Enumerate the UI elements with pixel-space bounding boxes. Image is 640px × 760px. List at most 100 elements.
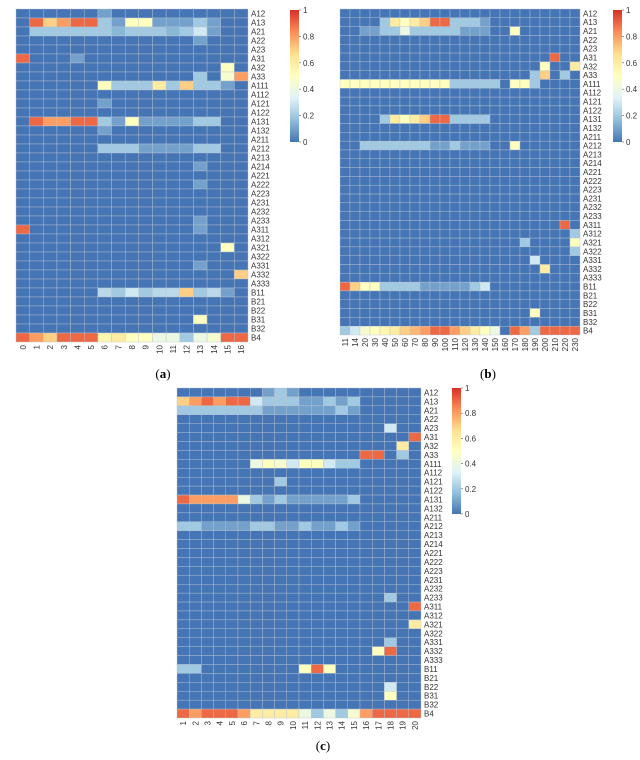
heatmap-cell [559,237,571,248]
heatmap-cell [349,35,361,45]
heatmap-cell [188,521,202,531]
heatmap-cell [201,485,214,496]
heatmap-cell [479,79,491,89]
heatmap-cell [569,325,581,336]
heatmap-cell [509,281,521,292]
heatmap-cell [220,305,235,316]
heatmap-cell [409,61,421,71]
heatmap-cell [176,485,190,496]
heatmap-cell [206,278,221,289]
heatmap-cell [372,699,385,710]
heatmap-cell [339,132,351,142]
heatmap-cell [489,167,501,177]
row-tick-label: A32 [251,64,266,73]
heatmap-cell [274,610,288,621]
heatmap-cell [311,530,324,540]
heatmap-cell [201,423,214,433]
heatmap-cell [193,116,208,127]
heatmap-cell [509,35,521,45]
heatmap-cell [408,708,422,719]
heatmap-cell [152,116,167,127]
heatmap-cell [539,255,551,265]
heatmap-cell [369,281,381,292]
heatmap-cell [234,98,249,109]
heatmap-cell [389,140,401,151]
heatmap-cell [396,396,410,407]
heatmap-cell [379,123,391,133]
heatmap-cell [249,557,263,567]
heatmap-cell [70,143,85,154]
heatmap-cell [193,26,208,37]
heatmap-cell [262,432,275,442]
heatmap-cell [15,242,30,253]
heatmap-cell [347,503,361,514]
row-tick-label: A322 [424,629,443,638]
heatmap-cell [359,290,371,300]
heatmap-cell [347,450,361,460]
heatmap-cell [298,584,312,594]
heatmap-cell [379,229,391,239]
heatmap-cell [188,441,202,451]
heatmap-cell [84,314,99,325]
heatmap-cell [359,494,373,505]
heatmap-cell [384,432,397,442]
heatmap-cell [201,637,214,647]
heatmap-cell [349,132,361,142]
col-tick-label: 40 [381,337,390,346]
heatmap-cell [206,305,221,316]
heatmap-cell [529,185,541,195]
heatmap-cell [165,44,180,55]
heatmap-cell [349,114,361,124]
heatmap-cell [519,246,531,256]
heatmap-cell [286,646,300,656]
heatmap-cell [389,61,401,71]
heatmap-cell [165,107,180,118]
heatmap-cell [220,206,235,217]
heatmap-cell [97,323,112,334]
heatmap-cell [509,246,521,256]
heatmap-cell [409,114,421,124]
heatmap-cell [529,325,541,336]
heatmap-cell [56,80,71,91]
heatmap-cell [439,246,451,256]
heatmap-cell [15,17,30,28]
heatmap-cell [449,70,461,80]
heatmap-cell [213,548,227,558]
heatmap-cell [339,70,351,80]
heatmap-cell [201,655,214,665]
heatmap-cell [379,114,391,124]
heatmap-cell [193,35,208,46]
heatmap-cell [372,485,385,496]
heatmap-cell [298,619,312,630]
heatmap-cell [206,215,221,226]
heatmap-cell [225,557,239,567]
heatmap-cell [56,323,71,334]
heatmap-cell [237,494,251,505]
heatmap-cell [29,242,44,253]
heatmap-cell [399,299,411,309]
heatmap-cell [399,255,411,265]
col-tick-label: 16 [362,720,371,729]
heatmap-cell [188,637,202,647]
heatmap-cell [311,521,324,531]
heatmap-cell [339,264,351,274]
heatmap-cell [70,269,85,280]
heatmap-cell [262,450,275,460]
heatmap-cell [234,269,249,280]
heatmap-cell [347,423,361,433]
heatmap-cell [469,26,481,36]
heatmap-cell [372,682,385,692]
heatmap-cell [70,215,85,226]
heatmap-cell [220,98,235,109]
heatmap-cell [165,80,180,91]
heatmap-cell [399,229,411,239]
heatmap-cell [249,494,263,505]
heatmap-cell [138,143,153,154]
heatmap-cell [311,575,324,585]
heatmap-cell [379,70,391,80]
colorbar-tick-label: 0.8 [303,32,315,41]
heatmap-cell [220,179,235,190]
heatmap-cell [176,459,190,469]
heatmap-cell [459,132,471,142]
heatmap-cell [349,317,361,327]
